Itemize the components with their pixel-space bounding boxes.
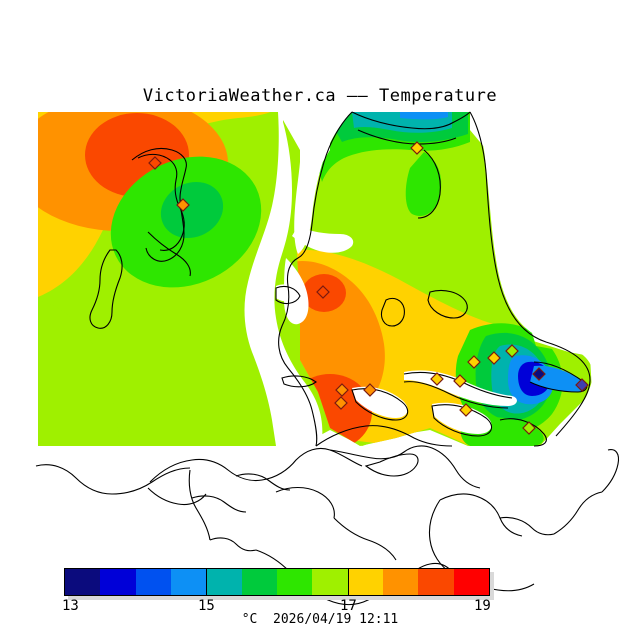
- coastline-lower-w-lobe: [209, 537, 257, 552]
- colorbar-segment-2: [135, 569, 171, 595]
- colorbar-segment-0: [65, 569, 101, 595]
- station-marker[interactable]: [487, 351, 501, 365]
- colorbar-segment-11: [453, 569, 489, 595]
- coastline-nw-island-b: [131, 147, 187, 262]
- colorbar-segment-5: [241, 569, 277, 595]
- coastline-nw-island-c: [147, 231, 191, 277]
- coastline-lower-e-edge: [428, 499, 453, 575]
- station-marker[interactable]: [532, 367, 546, 381]
- page-title: VictoriaWeather.ca —— Temperature: [142, 86, 498, 106]
- station-marker[interactable]: [176, 198, 190, 212]
- station-marker[interactable]: [316, 285, 330, 299]
- coastline-south-main: [315, 425, 453, 447]
- coastline-lower-e-lobe: [439, 493, 523, 537]
- coastline-lower-nw: [35, 464, 191, 495]
- colorbar-segment-9: [382, 569, 419, 595]
- colorbar-major-tick: [206, 568, 207, 596]
- colorbar-segment-10: [418, 569, 454, 595]
- colorbar-tick-15: 15: [198, 598, 215, 614]
- coastline-lower-e-arm: [499, 516, 555, 536]
- water-central-strait: [244, 112, 323, 446]
- coastline-west-of-landmass: [278, 111, 353, 447]
- island-small-west: [275, 285, 301, 305]
- water-north-inlet: [294, 112, 352, 254]
- water-south-ocean: [300, 446, 640, 470]
- colorbar-tick-13: 13: [62, 598, 79, 614]
- station-marker[interactable]: [410, 141, 424, 155]
- colorbar-segment-3: [170, 569, 207, 595]
- water-east-ocean: [470, 112, 640, 446]
- coastline-east-of-landmass: [469, 111, 591, 437]
- station-marker[interactable]: [459, 403, 473, 417]
- contour-band-se-blue-arm: [530, 365, 587, 392]
- coastline-lower-e-arm2: [553, 491, 603, 535]
- coastline-se-south-lobe: [499, 418, 547, 447]
- coastline-lower-mid: [329, 445, 481, 489]
- contour-band-north-blue: [400, 112, 448, 120]
- coastline-lower-inner-c: [235, 473, 291, 491]
- coastline-lower-w-edge: [188, 469, 211, 541]
- station-marker[interactable]: [334, 396, 348, 410]
- coastline-nw-island-a: [137, 153, 185, 251]
- station-marker[interactable]: [453, 374, 467, 388]
- coastline-se-strait-s: [403, 381, 509, 409]
- contour-band-island-green-core: [160, 181, 224, 239]
- station-marker[interactable]: [467, 355, 481, 369]
- station-marker[interactable]: [430, 372, 444, 386]
- water-se-harbour: [432, 402, 492, 434]
- contour-band-sw-lightgreen: [38, 300, 120, 446]
- colorbar-units-timestamp: °C 2026/04/19 12:11: [241, 612, 399, 627]
- coastline-lower-inner-d: [147, 487, 207, 506]
- station-marker[interactable]: [522, 421, 536, 435]
- water-south-harbour: [352, 386, 408, 418]
- station-marker[interactable]: [335, 383, 349, 397]
- lake-west: [281, 375, 317, 388]
- colorbar-major-tick: [348, 568, 349, 596]
- colorbar-segment-8: [347, 569, 383, 595]
- colorbar-tick-19: 19: [474, 598, 491, 614]
- colorbar-segment-6: [276, 569, 313, 595]
- colorbar-gradient: [64, 568, 490, 596]
- station-marker[interactable]: [575, 378, 589, 392]
- station-marker-layer[interactable]: [148, 141, 589, 435]
- contour-band-ne-green-finger: [405, 152, 442, 216]
- lake-central: [380, 297, 405, 327]
- coastline-lower-inner-b: [333, 517, 397, 561]
- coastline-south-harbour: [351, 388, 409, 421]
- coastline-sw-island: [89, 249, 123, 329]
- coastline-north-peninsula: [351, 111, 471, 130]
- coastline-se-tip: [529, 361, 588, 393]
- coastline-lower-islet: [364, 453, 419, 477]
- colorbar: [64, 568, 494, 600]
- colorbar-segment-4: [206, 569, 242, 595]
- station-marker[interactable]: [363, 383, 377, 397]
- station-marker[interactable]: [148, 156, 162, 170]
- water-mask-layer: [244, 112, 640, 470]
- colorbar-segment-1: [100, 569, 136, 595]
- coastline-lower-inner-a: [275, 486, 335, 519]
- colorbar-segment-7: [312, 569, 348, 595]
- lake-east: [427, 289, 468, 319]
- coastline-lower-e-tip: [601, 449, 620, 493]
- colorbar-tick-17: 17: [340, 598, 357, 614]
- coastline-ne-bay: [417, 149, 441, 219]
- station-marker[interactable]: [505, 344, 519, 358]
- coastline-lower-inner-e: [191, 495, 247, 513]
